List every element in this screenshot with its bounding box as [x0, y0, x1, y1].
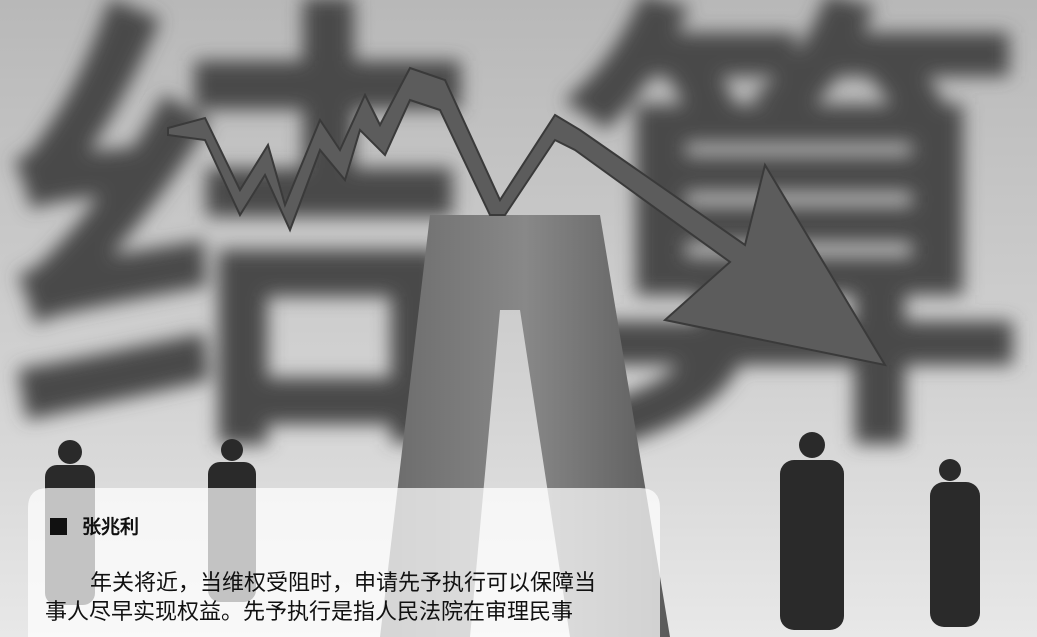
text-panel [28, 488, 660, 637]
body-line: 年关将近，当维权受阻时，申请先予执行可以保障当 [90, 571, 596, 596]
body-line: 事人尽早实现权益。先予执行是指人民法院在审理民事 [45, 600, 573, 625]
trend-arrow [167, 66, 888, 367]
byline: 张兆利 [82, 516, 139, 538]
byline-marker [50, 518, 67, 535]
